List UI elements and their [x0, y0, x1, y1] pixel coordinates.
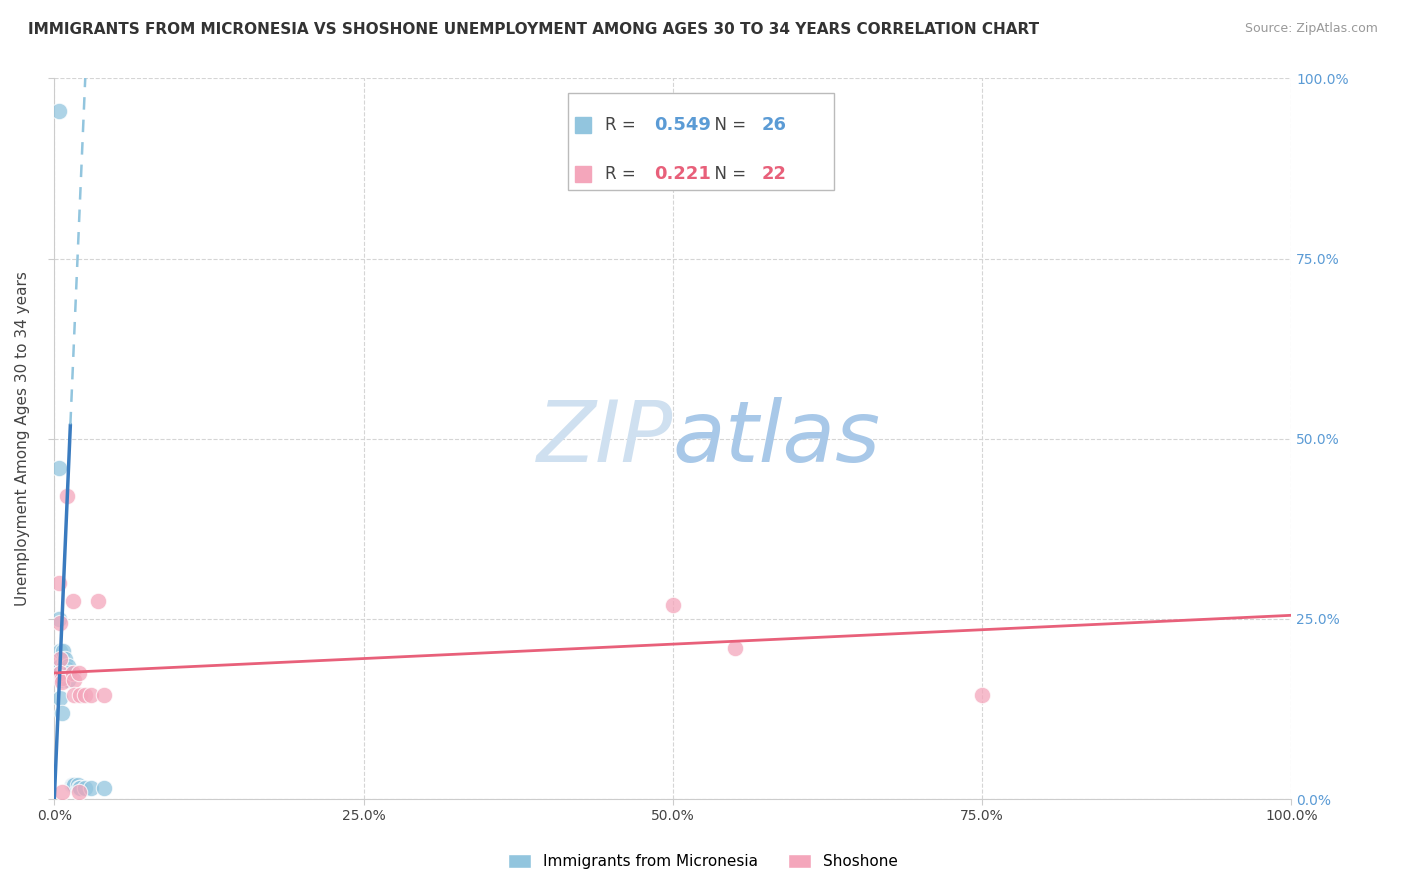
Legend: Immigrants from Micronesia, Shoshone: Immigrants from Micronesia, Shoshone — [502, 848, 904, 875]
Point — [93, 781, 115, 796]
Point — [55, 662, 77, 676]
Point — [63, 673, 86, 688]
Point — [49, 665, 72, 680]
Point — [51, 706, 73, 720]
Point — [86, 594, 108, 608]
Point — [93, 688, 115, 702]
Point — [60, 778, 83, 792]
Text: atlas: atlas — [673, 397, 880, 480]
Point — [724, 640, 747, 655]
Point — [55, 651, 77, 665]
Point — [51, 671, 73, 685]
Text: 26: 26 — [762, 116, 787, 135]
Point — [51, 675, 73, 690]
Point — [49, 644, 72, 658]
Point — [62, 594, 84, 608]
Point — [67, 665, 90, 680]
Point — [62, 778, 84, 792]
Point — [56, 673, 79, 688]
Point — [49, 658, 72, 673]
Y-axis label: Unemployment Among Ages 30 to 34 years: Unemployment Among Ages 30 to 34 years — [15, 271, 30, 607]
Point — [51, 785, 73, 799]
Text: R =: R = — [605, 165, 641, 184]
Text: IMMIGRANTS FROM MICRONESIA VS SHOSHONE UNEMPLOYMENT AMONG AGES 30 TO 34 YEARS CO: IMMIGRANTS FROM MICRONESIA VS SHOSHONE U… — [28, 22, 1039, 37]
Point — [48, 575, 70, 590]
Point — [49, 651, 72, 665]
Point — [69, 781, 91, 796]
Point — [62, 665, 84, 680]
Point — [48, 612, 70, 626]
Point — [51, 673, 73, 688]
FancyBboxPatch shape — [568, 93, 834, 190]
Point — [48, 103, 70, 118]
Text: N =: N = — [704, 165, 751, 184]
Point — [52, 644, 75, 658]
Point — [75, 781, 97, 796]
Point — [55, 490, 77, 504]
Point — [662, 598, 685, 612]
Point — [53, 658, 76, 673]
Point — [970, 688, 993, 702]
Text: 0.549: 0.549 — [654, 116, 711, 135]
Point — [63, 778, 86, 792]
Point — [80, 688, 103, 702]
Text: 0.221: 0.221 — [654, 165, 711, 184]
Text: ZIP: ZIP — [537, 397, 673, 480]
Point — [67, 781, 90, 796]
Point — [56, 658, 79, 673]
Point — [63, 688, 86, 702]
Point — [69, 688, 91, 702]
Point — [67, 785, 90, 799]
Text: 22: 22 — [762, 165, 787, 184]
Point — [49, 665, 72, 680]
Point — [58, 665, 80, 680]
Point — [66, 778, 89, 792]
Point — [80, 781, 103, 796]
Text: N =: N = — [704, 116, 751, 135]
Text: R =: R = — [605, 116, 641, 135]
Point — [75, 688, 97, 702]
Point — [53, 665, 76, 680]
Point — [49, 615, 72, 630]
Point — [48, 460, 70, 475]
Text: Source: ZipAtlas.com: Source: ZipAtlas.com — [1244, 22, 1378, 36]
Point — [49, 691, 72, 706]
